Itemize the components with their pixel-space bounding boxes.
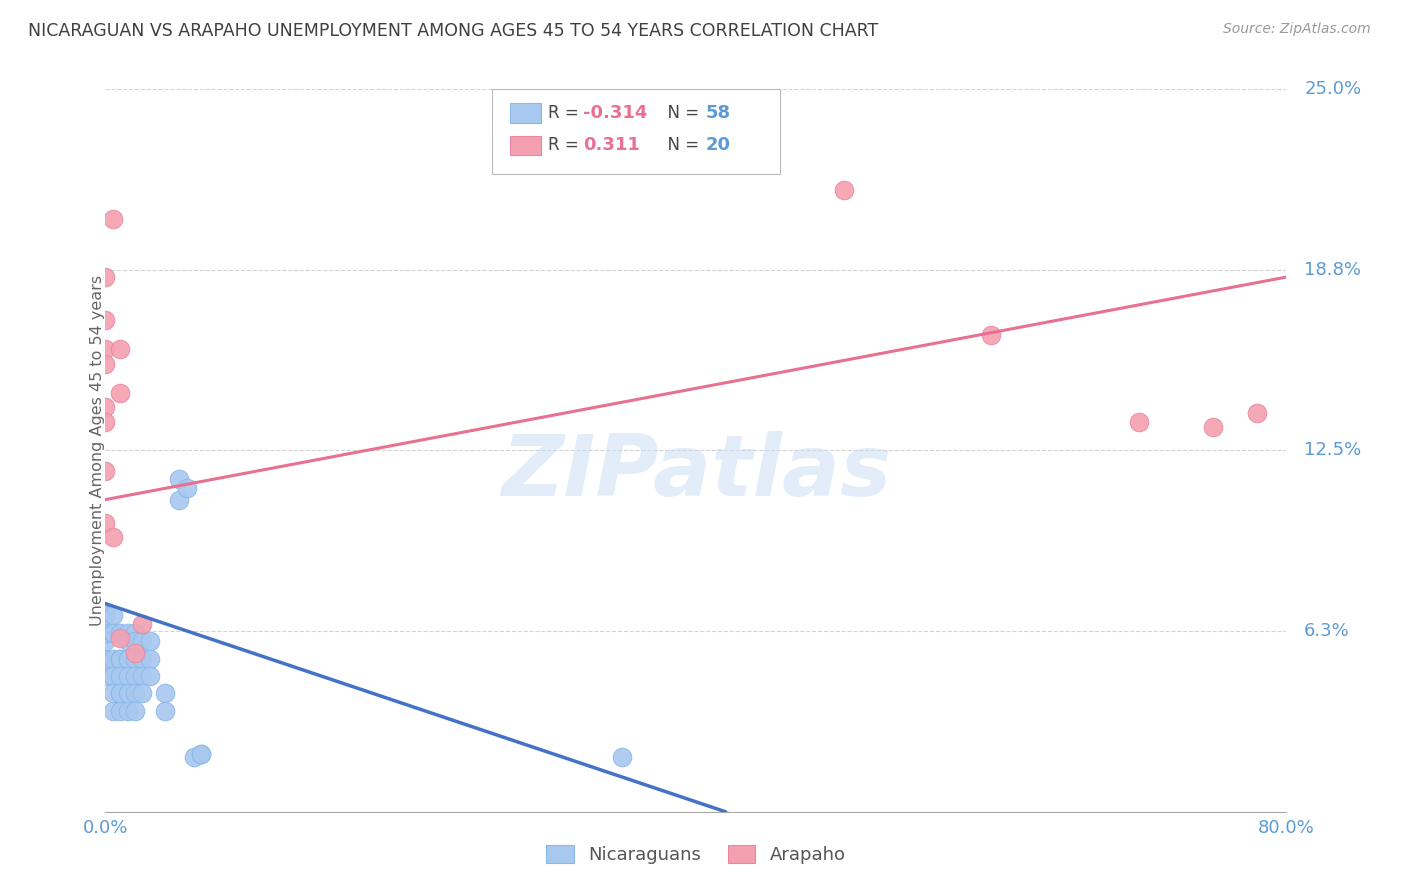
Point bbox=[94, 343, 117, 357]
Point bbox=[176, 481, 198, 495]
Point bbox=[94, 651, 117, 665]
Point bbox=[94, 651, 117, 665]
Point bbox=[190, 747, 212, 761]
Text: 58: 58 bbox=[706, 104, 731, 122]
Point bbox=[94, 625, 117, 640]
Point bbox=[110, 625, 132, 640]
Text: 20: 20 bbox=[706, 136, 731, 154]
Point bbox=[117, 651, 139, 665]
Point bbox=[1246, 406, 1268, 420]
Point bbox=[124, 651, 146, 665]
Point bbox=[101, 625, 124, 640]
Point bbox=[124, 686, 146, 700]
Point bbox=[94, 608, 117, 623]
Point bbox=[101, 669, 124, 683]
Point bbox=[131, 616, 153, 631]
Point bbox=[117, 625, 139, 640]
Text: 0.311: 0.311 bbox=[583, 136, 640, 154]
Point bbox=[94, 516, 117, 530]
Point bbox=[110, 651, 132, 665]
Text: 25.0%: 25.0% bbox=[1305, 80, 1361, 98]
Point bbox=[153, 686, 176, 700]
Point bbox=[94, 651, 117, 665]
Point bbox=[131, 669, 153, 683]
Point bbox=[101, 625, 124, 640]
Point bbox=[94, 313, 117, 327]
Text: 6.3%: 6.3% bbox=[1305, 622, 1350, 640]
Point bbox=[110, 686, 132, 700]
Y-axis label: Unemployment Among Ages 45 to 54 years: Unemployment Among Ages 45 to 54 years bbox=[90, 275, 104, 626]
Point bbox=[101, 608, 124, 623]
Text: N =: N = bbox=[657, 136, 704, 154]
Text: NICARAGUAN VS ARAPAHO UNEMPLOYMENT AMONG AGES 45 TO 54 YEARS CORRELATION CHART: NICARAGUAN VS ARAPAHO UNEMPLOYMENT AMONG… bbox=[28, 22, 879, 40]
Text: R =: R = bbox=[548, 104, 585, 122]
Point bbox=[153, 704, 176, 718]
Point bbox=[124, 704, 146, 718]
Point bbox=[138, 651, 160, 665]
Point bbox=[1128, 415, 1150, 429]
Point bbox=[190, 747, 212, 761]
Point bbox=[94, 400, 117, 414]
Point bbox=[124, 669, 146, 683]
Point bbox=[94, 669, 117, 683]
Point bbox=[832, 183, 855, 197]
Point bbox=[124, 634, 146, 648]
Point bbox=[101, 651, 124, 665]
Point bbox=[980, 327, 1002, 342]
Point bbox=[94, 625, 117, 640]
Point bbox=[94, 669, 117, 683]
Point bbox=[110, 385, 132, 400]
Point bbox=[110, 632, 132, 646]
Point bbox=[138, 669, 160, 683]
Point bbox=[117, 634, 139, 648]
Text: 18.8%: 18.8% bbox=[1305, 260, 1361, 279]
Point bbox=[94, 651, 117, 665]
Point bbox=[138, 634, 160, 648]
Point bbox=[101, 212, 124, 227]
Point bbox=[1201, 420, 1223, 434]
Text: ZIPatlas: ZIPatlas bbox=[501, 431, 891, 514]
Point bbox=[94, 625, 117, 640]
Point bbox=[110, 686, 132, 700]
Point bbox=[94, 464, 117, 478]
Point bbox=[131, 686, 153, 700]
Point bbox=[124, 646, 146, 660]
Point bbox=[131, 651, 153, 665]
Point bbox=[117, 669, 139, 683]
Point bbox=[94, 270, 117, 285]
Point bbox=[610, 749, 633, 764]
Text: Source: ZipAtlas.com: Source: ZipAtlas.com bbox=[1223, 22, 1371, 37]
Point bbox=[169, 472, 191, 486]
Point bbox=[110, 651, 132, 665]
Point bbox=[101, 704, 124, 718]
Point bbox=[94, 634, 117, 648]
Point bbox=[94, 608, 117, 623]
Legend: Nicaraguans, Arapaho: Nicaraguans, Arapaho bbox=[540, 838, 852, 871]
Text: -0.314: -0.314 bbox=[583, 104, 648, 122]
Text: N =: N = bbox=[657, 104, 704, 122]
Point bbox=[131, 634, 153, 648]
Point bbox=[94, 357, 117, 371]
Text: R =: R = bbox=[548, 136, 589, 154]
Point bbox=[101, 686, 124, 700]
Point bbox=[94, 651, 117, 665]
Point bbox=[110, 704, 132, 718]
Point bbox=[117, 704, 139, 718]
Point bbox=[124, 625, 146, 640]
Point bbox=[94, 415, 117, 429]
Text: 12.5%: 12.5% bbox=[1305, 442, 1361, 459]
Point bbox=[94, 608, 117, 623]
Point bbox=[101, 530, 124, 544]
Point bbox=[110, 343, 132, 357]
Point bbox=[117, 686, 139, 700]
Point bbox=[169, 492, 191, 507]
Point bbox=[94, 625, 117, 640]
Point bbox=[117, 651, 139, 665]
Point bbox=[183, 749, 205, 764]
Point bbox=[110, 669, 132, 683]
